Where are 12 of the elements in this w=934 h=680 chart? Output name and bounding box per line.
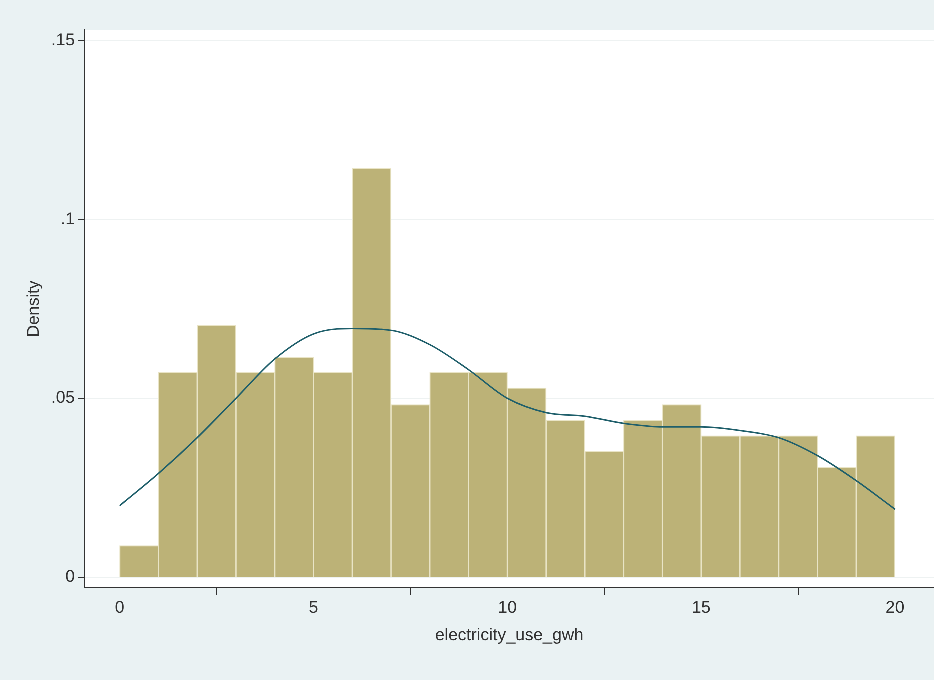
x-tick-label: 5 [309,598,318,618]
x-tick-label: 15 [692,598,711,618]
y-tick-label: .05 [51,388,76,408]
y-tick-label: 0 [66,567,76,586]
y-axis-title: Density [24,280,43,338]
x-axis-title: electricity_use_gwh [435,625,584,644]
y-tick-label: .15 [51,30,76,50]
line-series [119,328,896,510]
y-tick-label: .1 [60,209,76,228]
x-tick-label: 0 [115,598,125,618]
x-tick-label: 10 [498,598,518,618]
x-tick-label: 20 [886,598,905,618]
